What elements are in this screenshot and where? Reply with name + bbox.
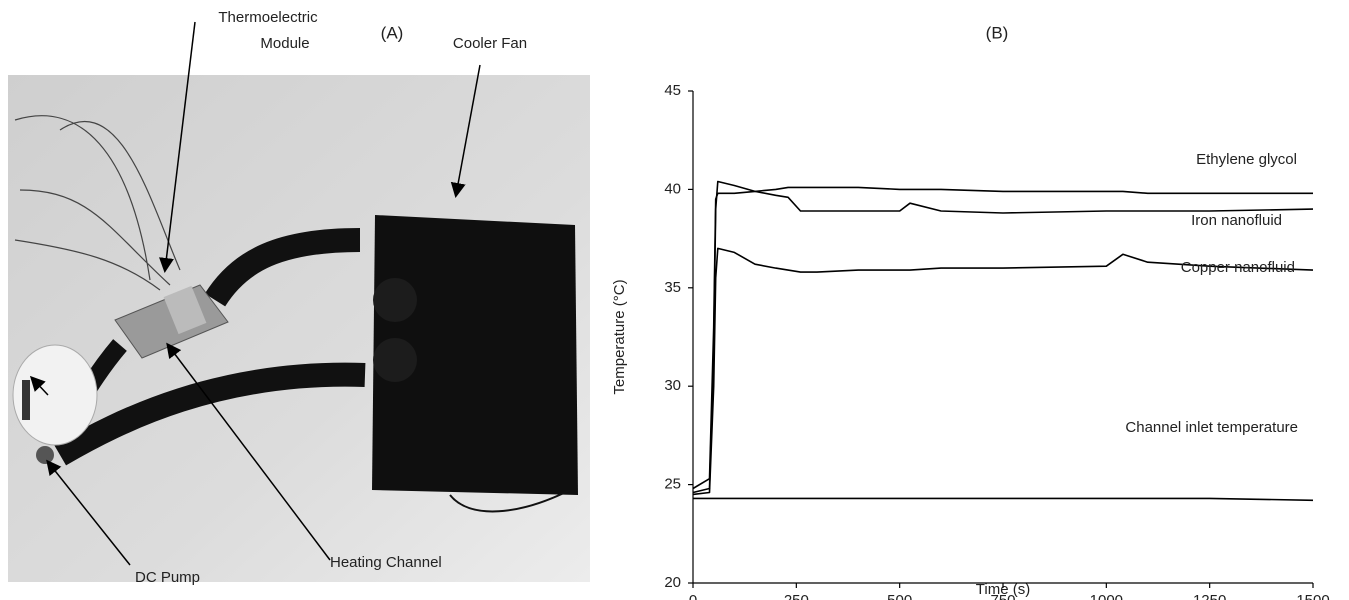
annotation: Heating Channel bbox=[330, 554, 442, 571]
panel-label: (A) bbox=[381, 23, 404, 42]
panel-label: (B) bbox=[986, 23, 1009, 42]
x-tick-label: 1000 bbox=[1090, 592, 1123, 600]
x-tick-label: 500 bbox=[887, 592, 912, 600]
series-label: Ethylene glycol bbox=[1196, 151, 1297, 168]
series-label: Channel inlet temperature bbox=[1125, 419, 1298, 436]
series-label: Iron nanofluid bbox=[1191, 212, 1282, 229]
x-tick-label: 250 bbox=[784, 592, 809, 600]
y-tick-label: 25 bbox=[664, 476, 681, 493]
y-tick-label: 20 bbox=[664, 574, 681, 591]
x-axis-label: Time (s) bbox=[976, 581, 1030, 598]
photo bbox=[8, 75, 590, 582]
series-line bbox=[692, 247, 1314, 496]
annotation: Module bbox=[260, 35, 309, 52]
annotation-arrows bbox=[29, 21, 481, 566]
y-tick-label: 30 bbox=[664, 377, 681, 394]
series-line bbox=[692, 186, 1313, 490]
y-axis-label: Temperature (°C) bbox=[611, 279, 628, 394]
annotation: Thermoelectric bbox=[218, 9, 318, 26]
y-tick-label: 35 bbox=[664, 279, 681, 296]
x-tick-label: 0 bbox=[689, 592, 697, 600]
annotation: Cooler Fan bbox=[453, 35, 527, 52]
series-label: Copper nanofluid bbox=[1181, 259, 1295, 276]
x-tick-label: 1250 bbox=[1193, 592, 1226, 600]
y-tick-label: 45 bbox=[664, 82, 681, 99]
x-tick-label: 1500 bbox=[1296, 592, 1329, 600]
series-line bbox=[692, 180, 1314, 494]
x-tick-label: 750 bbox=[990, 592, 1015, 600]
y-tick-label: 40 bbox=[664, 180, 681, 197]
series-line bbox=[693, 497, 1314, 502]
annotation: DC Pump bbox=[135, 569, 200, 586]
